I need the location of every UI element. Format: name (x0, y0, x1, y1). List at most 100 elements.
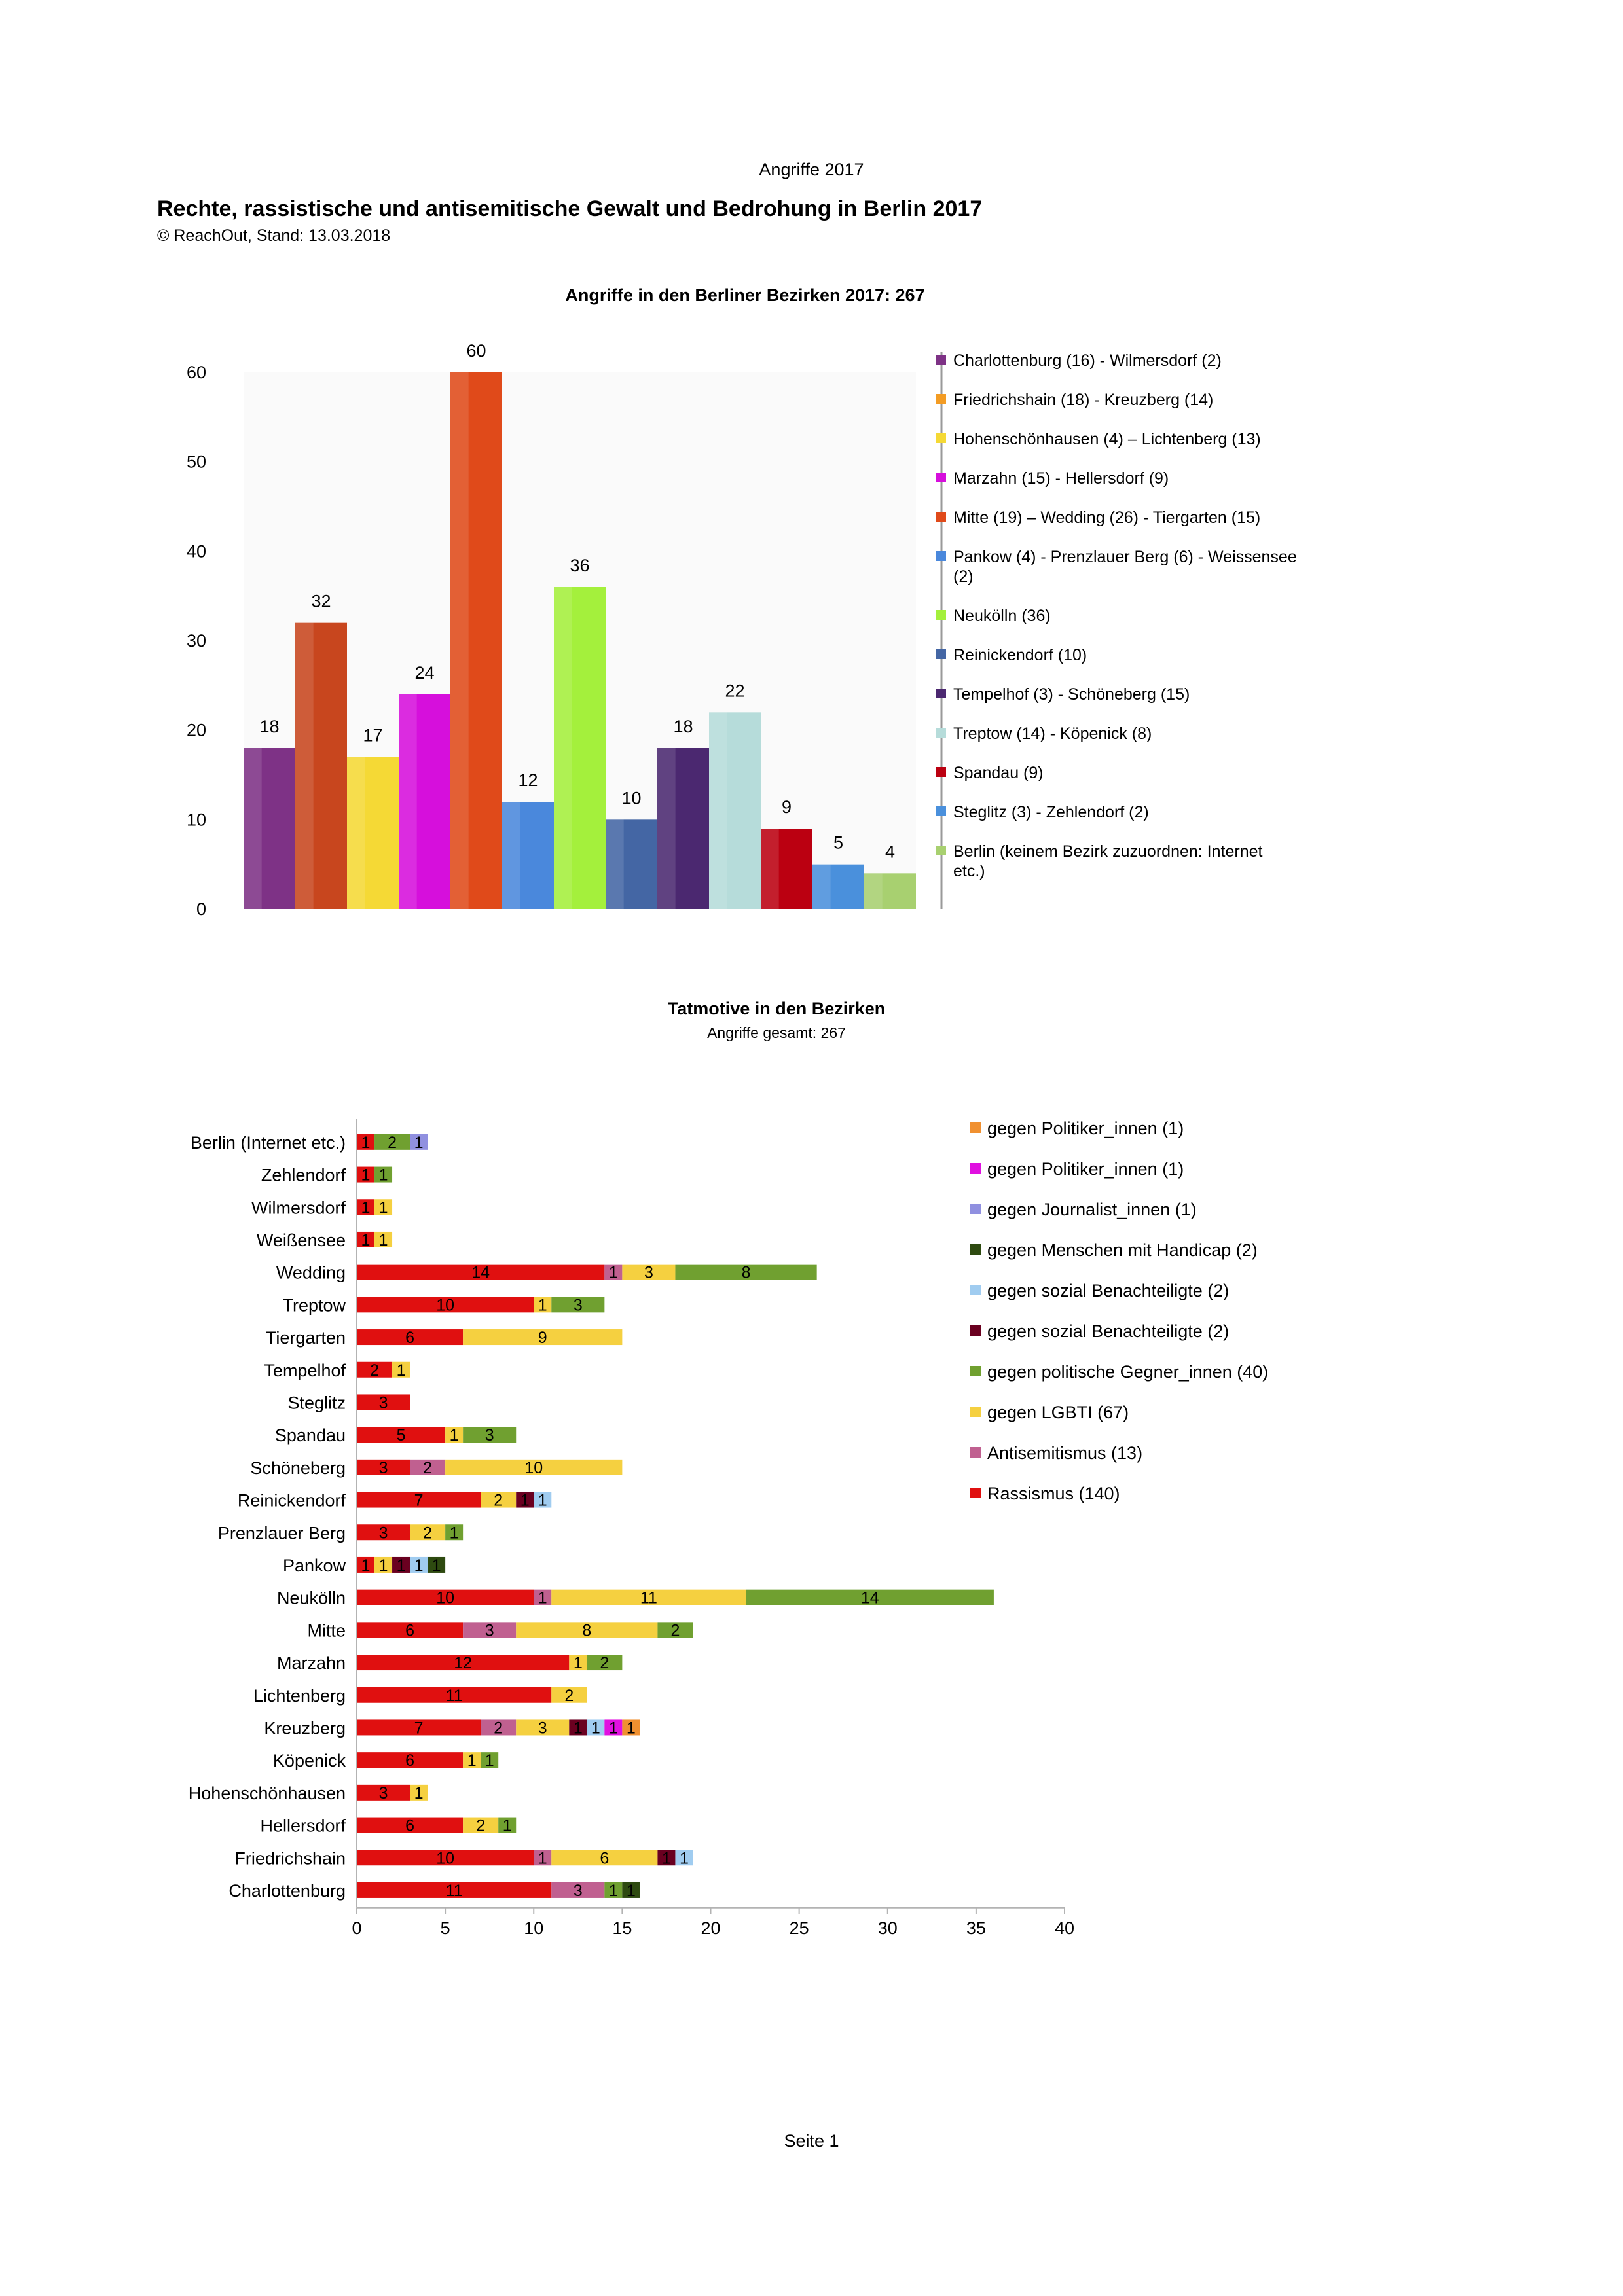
x-tick-label: 20 (701, 1918, 720, 1938)
bar-segment (604, 1264, 623, 1280)
bar-segment (534, 1850, 552, 1866)
bar-highlight (606, 819, 624, 909)
bar-segment (410, 1524, 446, 1541)
segment-label: 3 (574, 1296, 583, 1314)
segment-label: 2 (370, 1361, 379, 1380)
bar (399, 694, 450, 909)
document-subtitle: © ReachOut, Stand: 13.03.2018 (157, 226, 391, 245)
bar (606, 819, 657, 909)
bar-segment (357, 1524, 410, 1541)
category-label: Friedrichshain (234, 1848, 346, 1868)
segment-label: 1 (361, 1166, 371, 1185)
legend-label: Treptow (14) - Köpenick (8) (953, 725, 1152, 743)
legend-label: gegen Journalist_innen (1) (987, 1200, 1197, 1219)
segment-label: 1 (397, 1361, 406, 1380)
legend-swatch (970, 1325, 981, 1336)
segment-label: 6 (405, 1329, 414, 1347)
category-label: Schöneberg (250, 1458, 346, 1478)
bar-highlight (295, 622, 314, 909)
segment-label: 1 (361, 1134, 371, 1152)
segment-label: 14 (471, 1264, 490, 1282)
category-label: Tempelhof (264, 1361, 346, 1380)
bar-segment (569, 1719, 587, 1736)
segment-label: 1 (609, 1264, 618, 1282)
bar (657, 748, 709, 909)
bar (812, 864, 864, 909)
bar-segment (675, 1264, 817, 1280)
bar-segment (357, 1784, 410, 1801)
bar-segment (374, 1231, 393, 1247)
data-label: 22 (725, 681, 744, 700)
segment-label: 11 (446, 1687, 463, 1705)
x-tick-label: 30 (878, 1918, 898, 1938)
legend-label: Friedrichshain (18) - Kreuzberg (14) (953, 391, 1213, 409)
document-title: Rechte, rassistische und antisemitische … (157, 196, 983, 221)
chart-title: Tatmotive in den Bezirken (668, 999, 886, 1018)
plot-area: 0 10 20 30 40 50 60 18 32 17 24 60 12 36 10 18 22 9 5 4 (187, 341, 943, 919)
legend-label: Antisemitismus (13) (987, 1443, 1142, 1463)
district-bar-chart: Angriffe in den Berliner Bezirken 2017: … (187, 285, 1297, 919)
segment-label: 1 (574, 1654, 583, 1672)
bar (864, 873, 916, 909)
segment-label: 1 (432, 1556, 441, 1575)
category-label: Steglitz (287, 1393, 346, 1412)
segment-label: 1 (538, 1849, 547, 1867)
bar-segment (392, 1556, 410, 1573)
motive-stacked-bar-chart: Tatmotive in den Bezirken Angriffe gesam… (189, 999, 1269, 1938)
bar-segment (534, 1589, 552, 1605)
segment-label: 1 (414, 1134, 424, 1152)
bar-segment (463, 1427, 517, 1443)
category-label: Reinickendorf (238, 1491, 346, 1511)
data-label: 9 (782, 797, 792, 817)
bar-segment (551, 1589, 746, 1605)
legend-swatch (970, 1447, 981, 1458)
segment-label: 1 (503, 1817, 512, 1835)
bar-segment (569, 1655, 587, 1671)
bar-highlight (554, 587, 572, 909)
legend: Charlottenburg (16) - Wilmersdorf (2) Fri… (936, 351, 1297, 880)
category-label: Spandau (275, 1426, 346, 1445)
category-label: Köpenick (273, 1751, 346, 1770)
bar-highlight (347, 757, 365, 909)
data-label: 32 (311, 592, 331, 611)
chart-subtitle: Angriffe gesamt: 267 (707, 1024, 846, 1041)
bar-segment (357, 1459, 410, 1475)
y-tick-label: 0 (196, 899, 206, 919)
legend-label: Marzahn (15) - Hellersdorf (9) (953, 469, 1169, 488)
bar-segment (357, 1719, 481, 1736)
category-label: Tiergarten (266, 1328, 346, 1348)
data-label: 5 (833, 833, 843, 853)
data-label: 18 (673, 717, 693, 736)
bar-segment (481, 1492, 517, 1508)
category-label: Treptow (282, 1295, 346, 1315)
bar-segment (357, 1199, 375, 1215)
legend-label: Rassismus (140) (987, 1484, 1120, 1503)
segment-label: 10 (436, 1589, 454, 1607)
legend-swatch (936, 610, 946, 620)
data-label: 4 (885, 842, 895, 861)
bar-segment (657, 1850, 676, 1866)
legend-swatch (970, 1244, 981, 1255)
bar-segment (551, 1882, 605, 1898)
segment-label: 2 (423, 1524, 432, 1542)
bar (709, 712, 761, 909)
legend-label: gegen sozial Benachteiligte (2) (987, 1321, 1229, 1341)
category-label: Weißensee (257, 1230, 346, 1250)
bar-segment (410, 1556, 428, 1573)
y-tick-label: 30 (187, 631, 206, 651)
bar (761, 829, 812, 909)
data-label: 17 (363, 726, 382, 745)
bar-segment (374, 1199, 393, 1215)
bar-segment (357, 1556, 375, 1573)
bar-segment (746, 1589, 994, 1605)
bar-highlight (709, 712, 727, 909)
bar-segment (463, 1622, 517, 1638)
bar (347, 757, 399, 909)
bar-segment (357, 1882, 552, 1898)
category-label: Pankow (283, 1556, 346, 1575)
segment-label: 1 (361, 1556, 371, 1575)
y-tick-label: 40 (187, 541, 206, 561)
bar-segment (357, 1394, 410, 1410)
legend: gegen Politiker_innen (1) gegen Politiker… (970, 1119, 1268, 1503)
